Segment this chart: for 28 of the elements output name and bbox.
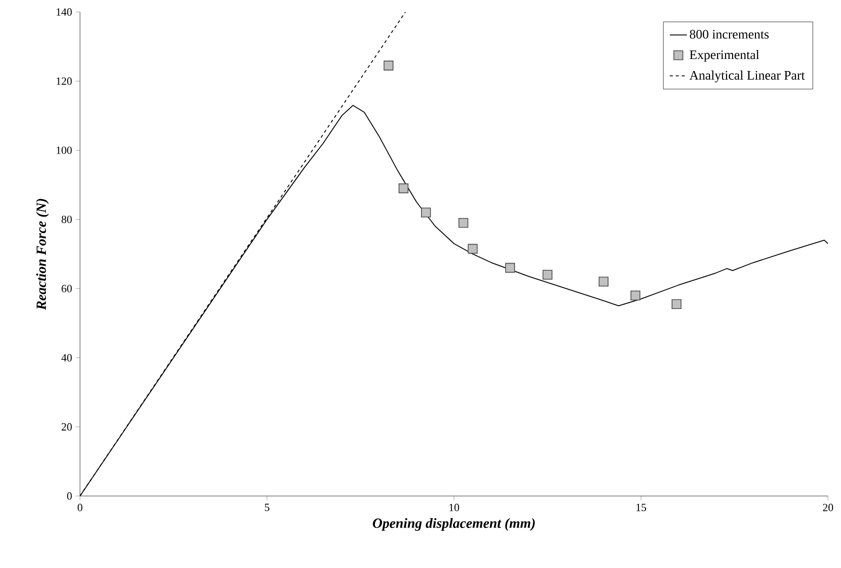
point: [421, 208, 431, 218]
x-tick-label: 5: [264, 504, 270, 512]
y-tick-label: 80: [62, 216, 72, 224]
x-tick-label: 20: [822, 504, 834, 512]
point: [672, 299, 682, 310]
point: [458, 218, 468, 228]
y-tick-label: 60: [62, 284, 72, 292]
y-axis-title: Reaction Force (N): [36, 198, 49, 310]
y-tick-label: 100: [56, 146, 72, 154]
legend-label: Experimental: [690, 50, 760, 62]
legend-label: 800 increments: [690, 30, 769, 39]
y-tick-label: 40: [61, 354, 72, 362]
x-axis-title: Opening displacement (mm): [372, 518, 535, 531]
y-tick-label: 20: [62, 423, 72, 431]
point: [398, 183, 408, 194]
y-tick-label: 0: [67, 492, 72, 500]
y-tick-label: 140: [56, 8, 72, 16]
x-tick-label: 0: [78, 504, 82, 512]
point: [598, 276, 608, 287]
x-tick-label: 10: [449, 504, 460, 512]
legend-label: Analytical Linear Part: [689, 70, 805, 82]
y-tick-label: 120: [56, 77, 72, 85]
x-tick-label: 15: [636, 504, 646, 512]
point: [505, 262, 516, 273]
point: [384, 60, 394, 70]
point: [630, 290, 640, 300]
point: [468, 244, 478, 254]
point: [542, 270, 552, 280]
